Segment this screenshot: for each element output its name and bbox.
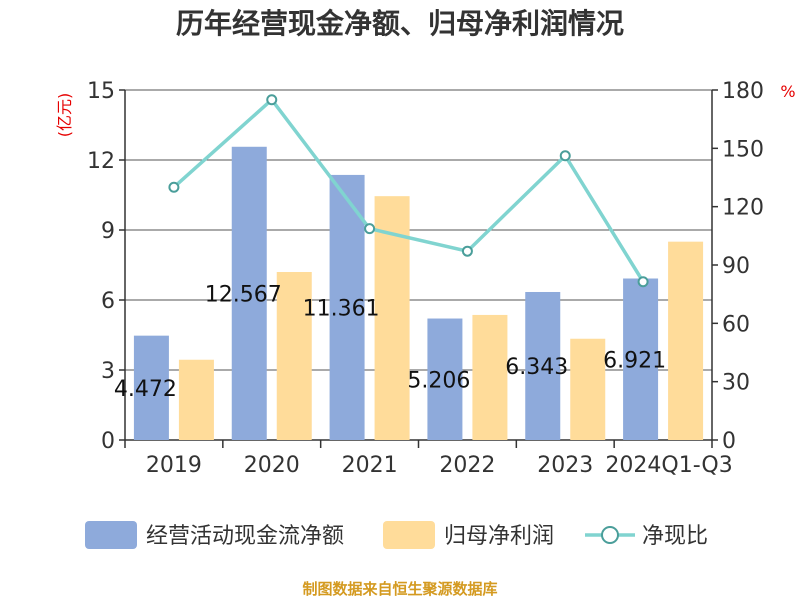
legend-label-cashflow: 经营活动现金流净额	[146, 524, 344, 549]
x-tick-label: 2020	[244, 453, 300, 478]
bar-netprofit	[178, 359, 214, 440]
legend-swatch-ratio-marker	[601, 526, 619, 544]
y-right-tick-label: 120	[722, 196, 764, 221]
y-right-tick-label: 0	[722, 429, 736, 454]
x-tick-label: 2023	[537, 453, 593, 478]
chart-title: 历年经营现金净额、归母净利润情况	[176, 7, 624, 40]
x-tick-label: 2019	[146, 453, 202, 478]
legend-label-netprofit: 归母净利润	[444, 524, 554, 549]
bar-cashflow	[525, 291, 561, 440]
y-left-tick-label: 9	[101, 219, 115, 244]
bar-netprofit	[472, 314, 508, 440]
bar-cashflow	[231, 146, 267, 440]
bar-netprofit	[668, 241, 704, 440]
legend-swatch-cashflow	[85, 521, 137, 549]
source-note: 制图数据来自恒生聚源数据库	[302, 580, 497, 598]
legend: 经营活动现金流净额 归母净利润 净现比	[85, 521, 708, 549]
bar-data-label: 5.206	[407, 368, 470, 393]
ratio-point	[559, 150, 571, 162]
legend-swatch-netprofit	[383, 521, 435, 549]
y-left-tick-label: 15	[87, 79, 115, 104]
x-tick-label: 2021	[342, 453, 398, 478]
bar-data-label: 6.921	[603, 348, 666, 373]
bar-cashflow	[329, 174, 365, 440]
bar-data-label: 4.472	[114, 377, 177, 402]
ratio-point	[168, 181, 180, 193]
ratio-point	[461, 245, 473, 257]
ratio-point	[266, 94, 278, 106]
y-right-tick-label: 150	[722, 137, 764, 162]
x-tick-label: 2022	[439, 453, 495, 478]
y-left-tick-label: 6	[101, 289, 115, 314]
grid-lines	[125, 89, 712, 371]
legend-label-ratio: 净现比	[642, 524, 708, 549]
ratio-point	[637, 276, 649, 288]
bar-cashflow	[427, 318, 463, 440]
ratio-point	[364, 223, 376, 235]
ratio-line-path	[172, 97, 645, 283]
x-tick-label: 2024Q1-Q3	[605, 453, 732, 478]
bar-cashflow	[623, 278, 659, 440]
y-left-tick-label: 3	[101, 359, 115, 384]
bar-netprofit	[276, 272, 312, 440]
y-right-tick-label: 90	[722, 254, 750, 279]
bar-data-label: 11.361	[303, 296, 380, 321]
bar-cashflow	[133, 335, 169, 440]
y-left-tick-label: 12	[87, 149, 115, 174]
bar-netprofit	[570, 338, 606, 440]
bar-data-label: 12.567	[205, 282, 282, 307]
y-left-tick-label: 0	[101, 429, 115, 454]
y-right-tick-label: 180	[722, 79, 764, 104]
y-right-unit: %	[780, 82, 795, 101]
y-left-unit: (亿元)	[55, 93, 74, 138]
bar-data-label: 6.343	[505, 355, 568, 380]
y-right-tick-label: 60	[722, 312, 750, 337]
ratio-line	[168, 94, 649, 288]
data-labels: 4.472 12.567 11.361 5.206 6.343 6.921	[114, 282, 666, 401]
y-right-tick-label: 30	[722, 371, 750, 396]
